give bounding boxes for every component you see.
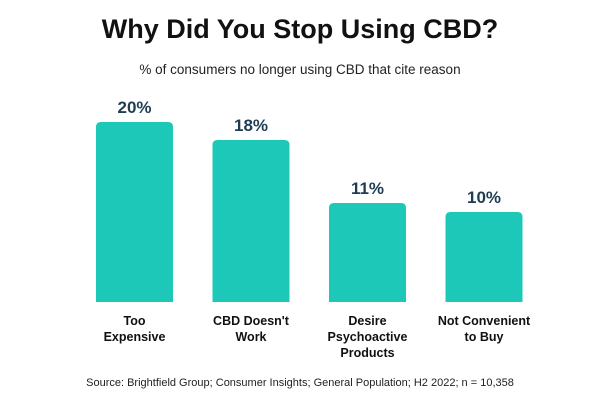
bar-3 [445,212,523,302]
data-label: 20% [117,98,151,117]
chart-title: Why Did You Stop Using CBD? [101,14,499,44]
category-label: Products [340,346,394,360]
category-label: CBD Doesn't [213,314,290,328]
bar-0 [96,122,173,302]
category-label: Not Convenient [438,314,531,328]
source-note: Source: Brightfield Group; Consumer Insi… [86,377,514,389]
category-label: to Buy [465,330,504,344]
category-label: Desire [348,314,386,328]
data-label: 10% [467,188,501,207]
category-label: Too [124,314,146,328]
data-label: 18% [234,116,268,135]
bar-2 [329,203,406,302]
category-label: Psychoactive [328,330,408,344]
data-label: 11% [351,179,384,198]
category-label: Work [235,330,266,344]
chart-subtitle: % of consumers no longer using CBD that … [139,62,461,77]
bar-1 [212,140,290,302]
category-label: Expensive [104,330,166,344]
